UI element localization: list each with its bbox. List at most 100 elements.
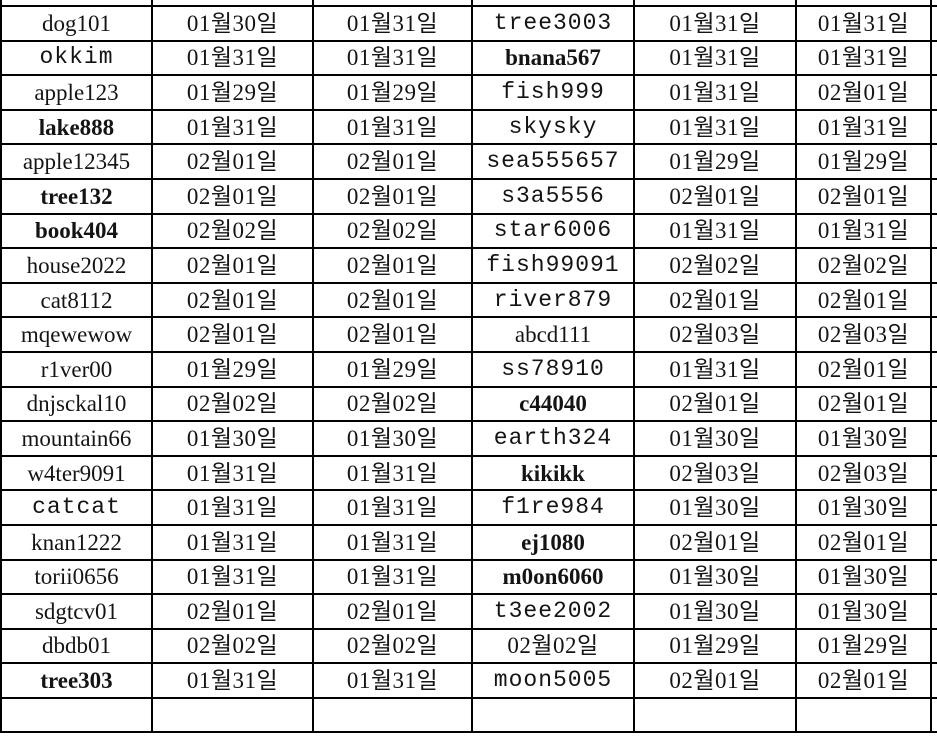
user-id-cell[interactable]: mqewewow <box>0 316 153 353</box>
clipped-cell[interactable] <box>0 696 153 734</box>
user-id-cell[interactable]: okkim <box>0 39 153 77</box>
user-id-cell[interactable]: kikikk <box>471 454 635 492</box>
date-cell[interactable]: 02월02일 <box>471 627 635 665</box>
date-cell[interactable]: 02월01일 <box>312 281 473 319</box>
date-cell[interactable]: 01월30일 <box>633 420 797 457</box>
user-id-cell[interactable]: f1re984 <box>471 489 635 526</box>
date-cell[interactable]: 01월29일 <box>151 350 314 388</box>
date-cell[interactable]: 02월01일 <box>151 281 314 319</box>
clipped-cell[interactable] <box>151 696 314 734</box>
user-id-cell[interactable]: cat8112 <box>0 281 153 319</box>
clipped-cell[interactable] <box>930 316 937 353</box>
date-cell[interactable]: 01월30일 <box>795 489 932 526</box>
clipped-cell[interactable] <box>633 696 797 734</box>
user-id-cell[interactable]: ej1080 <box>471 523 635 561</box>
date-cell[interactable]: 02월01일 <box>795 350 932 388</box>
user-id-cell[interactable]: house2022 <box>0 247 153 284</box>
date-cell[interactable]: 02월01일 <box>151 247 314 284</box>
clipped-cell[interactable] <box>930 696 937 734</box>
clipped-cell[interactable] <box>930 593 937 630</box>
clipped-cell[interactable] <box>930 74 937 111</box>
date-cell[interactable]: 01월31일 <box>633 39 797 77</box>
date-cell[interactable]: 01월31일 <box>633 5 797 42</box>
user-id-cell[interactable]: dbdb01 <box>0 627 153 665</box>
date-cell[interactable]: 01월31일 <box>312 523 473 561</box>
date-cell[interactable]: 02월02일 <box>151 385 314 423</box>
clipped-cell[interactable] <box>930 212 937 250</box>
date-cell[interactable]: 01월31일 <box>151 558 314 596</box>
date-cell[interactable]: 01월31일 <box>312 454 473 492</box>
user-id-cell[interactable]: bnana567 <box>471 39 635 77</box>
clipped-cell[interactable] <box>930 662 937 699</box>
user-id-cell[interactable]: tree132 <box>0 177 153 215</box>
date-cell[interactable]: 02월02일 <box>633 247 797 284</box>
user-id-cell[interactable]: tree303 <box>0 662 153 699</box>
clipped-cell[interactable] <box>0 0 153 7</box>
date-cell[interactable]: 02월01일 <box>151 143 314 180</box>
user-id-cell[interactable]: tree3003 <box>471 5 635 42</box>
date-cell[interactable]: 02월02일 <box>312 385 473 423</box>
date-cell[interactable]: 01월31일 <box>312 489 473 526</box>
date-cell[interactable]: 02월01일 <box>795 74 932 111</box>
clipped-cell[interactable] <box>312 0 473 7</box>
user-id-cell[interactable]: star6006 <box>471 212 635 250</box>
date-cell[interactable]: 01월29일 <box>795 143 932 180</box>
user-id-cell[interactable]: knan1222 <box>0 523 153 561</box>
user-id-cell[interactable]: c44040 <box>471 385 635 423</box>
date-cell[interactable]: 01월31일 <box>312 558 473 596</box>
date-cell[interactable]: 01월31일 <box>795 212 932 250</box>
date-cell[interactable]: 01월31일 <box>633 350 797 388</box>
date-cell[interactable]: 02월01일 <box>151 316 314 353</box>
user-id-cell[interactable]: lake888 <box>0 108 153 146</box>
date-cell[interactable]: 02월01일 <box>312 316 473 353</box>
clipped-cell[interactable] <box>930 281 937 319</box>
clipped-cell[interactable] <box>471 0 635 7</box>
user-id-cell[interactable]: ss78910 <box>471 350 635 388</box>
user-id-cell[interactable]: catcat <box>0 489 153 526</box>
date-cell[interactable]: 02월02일 <box>151 627 314 665</box>
clipped-cell[interactable] <box>930 108 937 146</box>
clipped-cell[interactable] <box>795 0 932 7</box>
user-id-cell[interactable]: dnjsckal10 <box>0 385 153 423</box>
date-cell[interactable]: 01월31일 <box>795 5 932 42</box>
date-cell[interactable]: 01월29일 <box>795 627 932 665</box>
user-id-cell[interactable]: apple123 <box>0 74 153 111</box>
user-id-cell[interactable]: s3a5556 <box>471 177 635 215</box>
date-cell[interactable]: 02월01일 <box>633 177 797 215</box>
date-cell[interactable]: 01월30일 <box>795 593 932 630</box>
date-cell[interactable]: 01월30일 <box>633 593 797 630</box>
user-id-cell[interactable]: t3ee2002 <box>471 593 635 630</box>
date-cell[interactable]: 02월01일 <box>312 593 473 630</box>
date-cell[interactable]: 02월01일 <box>795 177 932 215</box>
date-cell[interactable]: 01월29일 <box>633 143 797 180</box>
clipped-cell[interactable] <box>930 39 937 77</box>
date-cell[interactable]: 01월30일 <box>795 558 932 596</box>
clipped-cell[interactable] <box>930 5 937 42</box>
date-cell[interactable]: 02월01일 <box>151 177 314 215</box>
clipped-cell[interactable] <box>930 177 937 215</box>
user-id-cell[interactable]: abcd111 <box>471 316 635 353</box>
date-cell[interactable]: 01월30일 <box>151 5 314 42</box>
date-cell[interactable]: 01월30일 <box>151 420 314 457</box>
clipped-cell[interactable] <box>930 385 937 423</box>
date-cell[interactable]: 02월01일 <box>795 662 932 699</box>
date-cell[interactable]: 01월30일 <box>633 558 797 596</box>
user-id-cell[interactable]: apple12345 <box>0 143 153 180</box>
date-cell[interactable]: 01월31일 <box>151 489 314 526</box>
user-id-cell[interactable]: earth324 <box>471 420 635 457</box>
date-cell[interactable]: 01월29일 <box>312 350 473 388</box>
date-cell[interactable]: 02월03일 <box>795 454 932 492</box>
date-cell[interactable]: 02월01일 <box>151 593 314 630</box>
date-cell[interactable]: 01월29일 <box>151 74 314 111</box>
clipped-cell[interactable] <box>930 627 937 665</box>
user-id-cell[interactable]: fish999 <box>471 74 635 111</box>
date-cell[interactable]: 02월01일 <box>312 143 473 180</box>
user-id-cell[interactable]: moon5005 <box>471 662 635 699</box>
date-cell[interactable]: 01월31일 <box>312 662 473 699</box>
date-cell[interactable]: 01월31일 <box>151 662 314 699</box>
clipped-cell[interactable] <box>930 143 937 180</box>
date-cell[interactable]: 02월02일 <box>312 212 473 250</box>
clipped-cell[interactable] <box>930 247 937 284</box>
clipped-cell[interactable] <box>471 696 635 734</box>
date-cell[interactable]: 02월01일 <box>633 385 797 423</box>
